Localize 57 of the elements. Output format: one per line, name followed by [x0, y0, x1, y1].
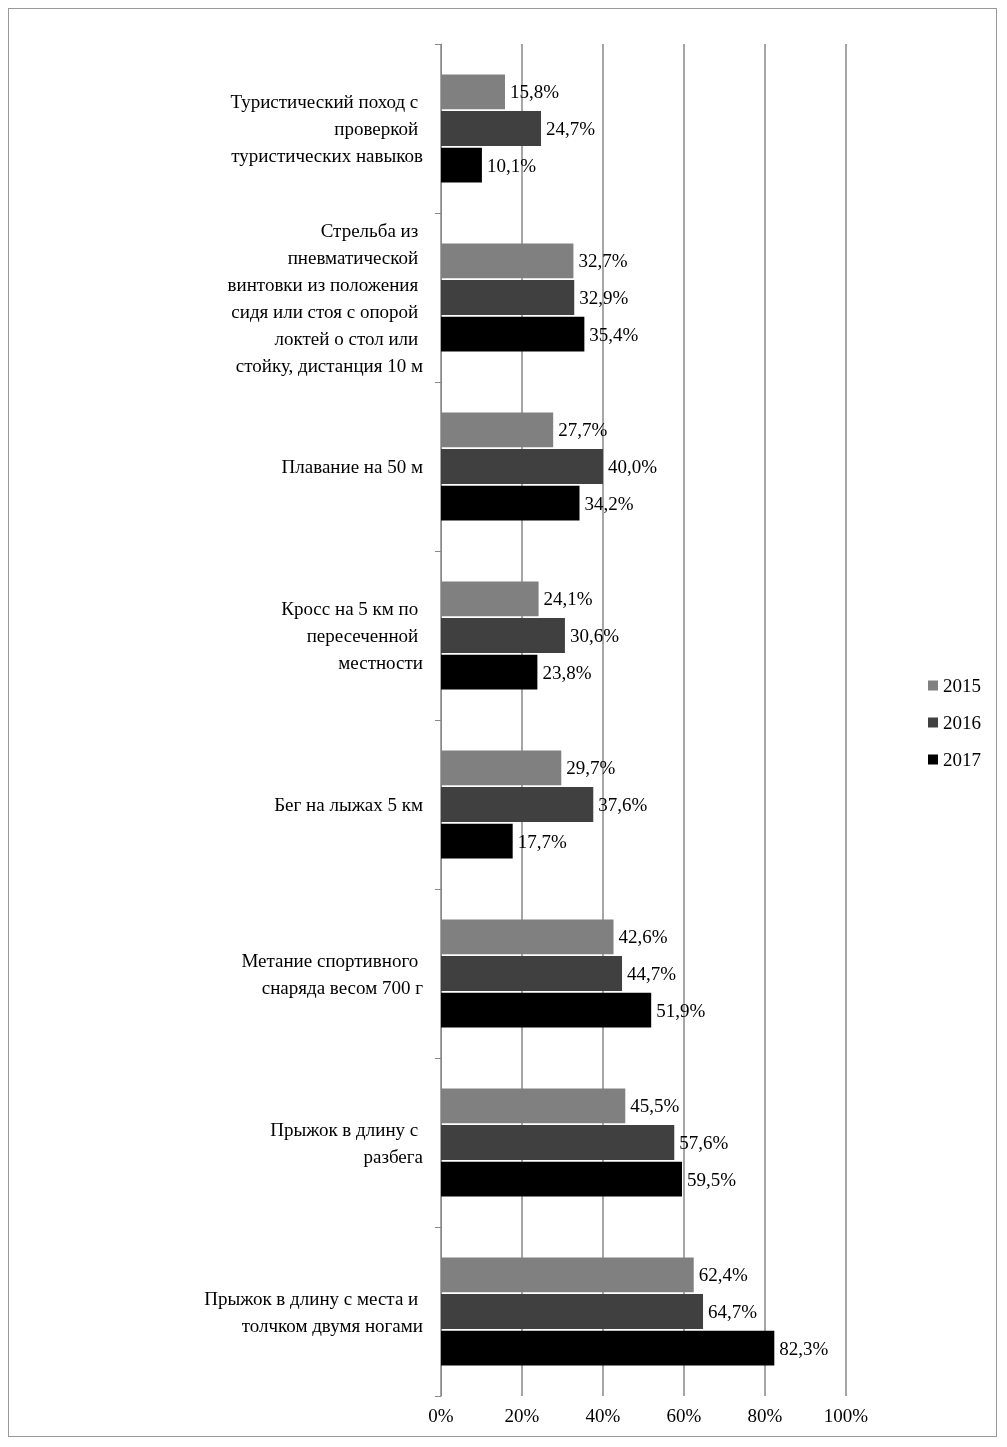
y-tick-label: Бег на лыжах 5 км [274, 794, 423, 815]
data-label: 42,6% [618, 926, 668, 948]
data-label: 64,7% [708, 1301, 758, 1322]
data-label: 62,4% [698, 1264, 748, 1286]
y-tick-label: Метание спортивного снаряда весом 700 г [241, 949, 424, 998]
data-label: 30,6% [569, 625, 620, 646]
data-label: 10,1% [486, 154, 537, 176]
bar [441, 449, 603, 484]
bar [441, 1161, 682, 1197]
data-label: 51,9% [656, 999, 706, 1021]
data-label: 44,7% [627, 963, 677, 984]
data-label: 24,1% [543, 588, 593, 610]
data-label: 29,7% [566, 757, 616, 779]
bar [441, 1294, 704, 1329]
bar [441, 618, 565, 653]
x-tick-label: 40% [585, 1405, 621, 1426]
bar [441, 280, 575, 315]
data-label: 17,7% [517, 830, 567, 852]
x-tick-label: 80% [747, 1405, 783, 1426]
data-label: 37,6% [598, 794, 648, 815]
bar [441, 992, 652, 1028]
x-tick-label: 20% [504, 1405, 540, 1426]
data-label: 35,4% [589, 323, 639, 345]
data-label: 32,7% [578, 250, 628, 272]
bar [441, 956, 623, 991]
data-label: 23,8% [542, 661, 592, 683]
data-label: 57,6% [679, 1132, 729, 1153]
legend-label: 2017 [943, 749, 981, 770]
y-tick-label: Прыжок в длину с места и толчком двумя ногами [204, 1287, 423, 1336]
bar [441, 654, 538, 690]
data-label: 82,3% [779, 1337, 829, 1359]
data-label: 40,0% [608, 456, 658, 477]
data-label: 45,5% [630, 1095, 680, 1117]
bar [441, 787, 594, 822]
bar [441, 147, 482, 183]
y-tick-label: Туристический поход с проверкой туристических навыков [230, 91, 424, 166]
legend-label: 2015 [943, 675, 981, 696]
data-label: 15,8% [509, 81, 560, 103]
bar [441, 111, 542, 146]
bar [441, 823, 513, 859]
y-tick-label: Стрельба из пневматической винтовки из положения сидя или стоя с опорой локтей о стол или стойку, дистанция 10 м [227, 219, 423, 376]
bar [441, 1330, 775, 1366]
bar [441, 316, 585, 352]
x-tick-label: 100% [823, 1405, 869, 1426]
y-tick-label: Прыжок в длину с разбега [270, 1118, 424, 1167]
bar [441, 1125, 675, 1160]
data-label: 32,9% [579, 287, 629, 308]
data-label: 59,5% [686, 1168, 737, 1190]
y-tick-label: Кросс на 5 км по пересеченной местности [281, 598, 423, 673]
x-tick-label: 60% [666, 1405, 702, 1426]
data-label: 34,2% [584, 492, 634, 514]
legend-label: 2016 [943, 712, 981, 733]
y-tick-label: Плавание на 50 м [281, 456, 423, 477]
data-label: 24,7% [546, 118, 596, 139]
data-label: 27,7% [558, 419, 608, 441]
bar [441, 485, 580, 521]
x-tick-label: 0% [428, 1405, 454, 1426]
